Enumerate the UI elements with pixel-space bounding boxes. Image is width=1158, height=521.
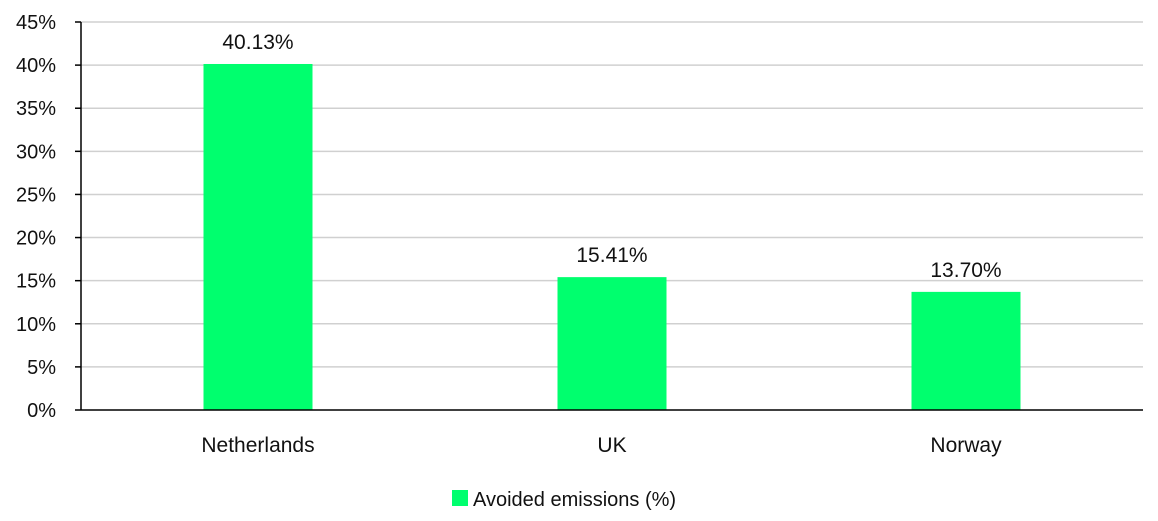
bars bbox=[203, 63, 1021, 410]
data-label: 15.41% bbox=[576, 244, 647, 267]
axes bbox=[75, 21, 1143, 411]
legend-label: Avoided emissions (%) bbox=[473, 489, 676, 511]
y-tick-label: 0% bbox=[27, 400, 56, 422]
data-label: 13.70% bbox=[930, 259, 1001, 282]
y-tick-label: 20% bbox=[16, 228, 56, 250]
legend[interactable]: Avoided emissions (%) bbox=[452, 489, 676, 511]
x-tick-label: Netherlands bbox=[201, 434, 314, 457]
legend-swatch bbox=[452, 490, 468, 506]
y-tick-label: 45% bbox=[16, 12, 56, 34]
data-label: 40.13% bbox=[222, 31, 293, 54]
y-tick-label: 5% bbox=[27, 357, 56, 379]
y-tick-labels: 0% 5% 10% 15% 20% 25% 30% 35% 40% 45% bbox=[16, 12, 56, 422]
x-tick-labels: Netherlands UK Norway bbox=[201, 434, 1002, 457]
bar[interactable] bbox=[557, 277, 667, 410]
x-tick-label: Norway bbox=[930, 434, 1002, 457]
y-tick-label: 30% bbox=[16, 141, 56, 163]
y-tick-label: 25% bbox=[16, 184, 56, 206]
data-labels: 40.13% 15.41% 13.70% bbox=[222, 31, 1001, 282]
bar[interactable] bbox=[203, 63, 313, 410]
y-tick-label: 40% bbox=[16, 55, 56, 77]
x-tick-label: UK bbox=[597, 434, 626, 457]
y-tick-label: 15% bbox=[16, 271, 56, 293]
y-tick-label: 35% bbox=[16, 98, 56, 120]
y-tick-label: 10% bbox=[16, 314, 56, 336]
bar[interactable] bbox=[911, 291, 1021, 410]
